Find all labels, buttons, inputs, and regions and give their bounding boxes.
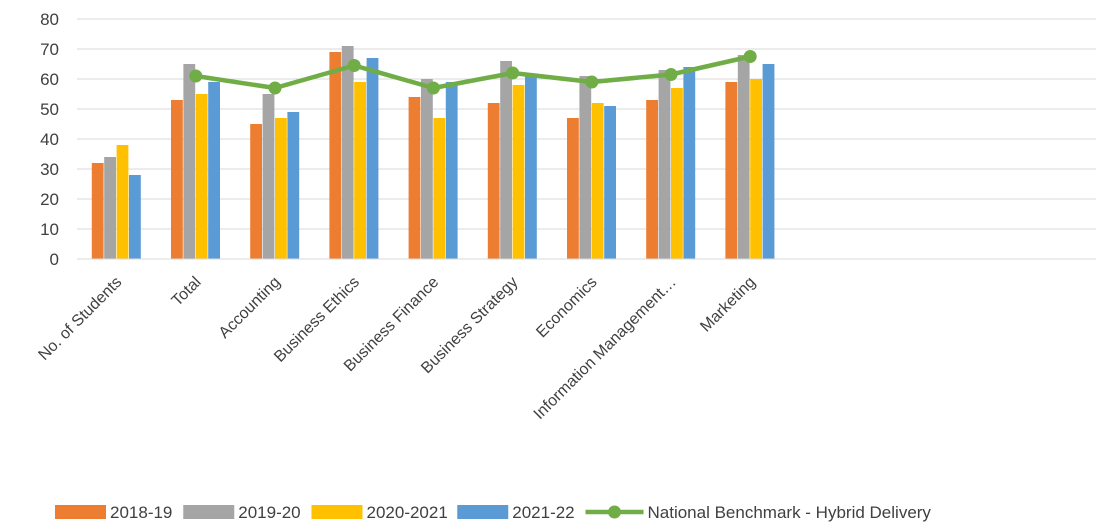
x-category-label: Total xyxy=(169,274,205,310)
bar-2019-20 xyxy=(579,76,592,259)
bar-2021-22 xyxy=(129,175,141,259)
bar-2018-19 xyxy=(250,124,262,259)
legend-label: 2019-20 xyxy=(238,503,300,522)
bar-2018-19 xyxy=(487,103,500,259)
bar-2018-19 xyxy=(91,163,104,259)
x-category-label: Accounting xyxy=(216,274,284,342)
bar-2019-20 xyxy=(737,55,750,259)
benchmark-line-series xyxy=(189,50,757,95)
bar-2019-20 xyxy=(500,61,512,259)
benchmark-point xyxy=(426,81,440,95)
bar-2020-2021 xyxy=(750,79,762,259)
benchmark-point xyxy=(664,68,678,81)
bar-2018-19 xyxy=(329,52,342,259)
bar-2019-20 xyxy=(262,94,275,259)
x-category-label: No. of Students xyxy=(35,274,125,364)
benchmark-point xyxy=(743,50,757,63)
y-axis-tick-labels: 0 10 20 30 40 50 60 70 80 xyxy=(40,10,59,269)
bar-series xyxy=(91,46,775,259)
legend-swatch xyxy=(311,505,363,519)
benchmark-point xyxy=(347,59,361,72)
bar-2020-2021 xyxy=(275,118,287,259)
benchmark-point xyxy=(268,81,282,95)
benchmark-line xyxy=(195,54,751,91)
bar-2020-2021 xyxy=(671,88,683,259)
bar-2018-19 xyxy=(171,100,183,259)
bar-2020-2021 xyxy=(591,103,604,259)
bar-2021-22 xyxy=(762,64,775,259)
bar-2019-20 xyxy=(104,157,116,259)
x-category-label: Business Ethics xyxy=(271,274,363,366)
bar-2021-22 xyxy=(366,58,379,259)
bar-2018-19 xyxy=(725,82,738,259)
benchmark-point xyxy=(506,66,520,80)
bar-2019-20 xyxy=(421,79,433,259)
bar-2020-2021 xyxy=(195,94,208,259)
bar-2021-22 xyxy=(287,112,300,259)
y-tick-label: 10 xyxy=(40,220,59,239)
bar-2021-22 xyxy=(683,67,696,259)
bar-2020-2021 xyxy=(512,85,525,259)
bar-2021-22 xyxy=(208,82,220,259)
legend-swatch xyxy=(457,505,509,519)
bar-2020-2021 xyxy=(116,145,129,259)
legend-swatch-marker xyxy=(608,505,621,519)
bar-2020-2021 xyxy=(354,82,366,259)
legend-label: National Benchmark - Hybrid Delivery xyxy=(648,503,932,522)
legend-swatch xyxy=(55,505,106,519)
bar-2020-2021 xyxy=(433,118,446,259)
benchmark-point xyxy=(585,75,599,89)
y-tick-label: 60 xyxy=(40,70,59,89)
bar-2018-19 xyxy=(567,118,579,259)
y-tick-label: 80 xyxy=(40,10,59,29)
legend: 2018-19 2019-20 2020-2021 2021-22 National B… xyxy=(55,503,931,522)
bar-2018-19 xyxy=(646,100,658,259)
y-tick-label: 40 xyxy=(40,130,59,149)
y-tick-label: 0 xyxy=(50,250,59,269)
y-tick-label: 70 xyxy=(40,40,59,59)
x-category-label: Marketing xyxy=(697,274,759,336)
legend-label: 2018-19 xyxy=(110,503,172,522)
y-tick-label: 20 xyxy=(40,190,59,209)
bar-2019-20 xyxy=(658,70,671,259)
y-tick-label: 30 xyxy=(40,160,59,179)
benchmark-point xyxy=(189,69,203,83)
bar-2018-19 xyxy=(408,97,421,259)
legend-swatch xyxy=(183,505,235,519)
bar-2021-22 xyxy=(604,106,616,259)
bar-2021-22 xyxy=(525,76,537,259)
y-tick-label: 50 xyxy=(40,100,59,119)
legend-label: 2021-22 xyxy=(512,503,574,522)
x-category-label: Information Management… xyxy=(531,274,680,423)
bar-2021-22 xyxy=(445,82,458,259)
legend-label: 2020-2021 xyxy=(367,503,448,522)
bar-2019-20 xyxy=(341,46,354,259)
bar-2019-20 xyxy=(183,64,196,259)
x-category-label: Economics xyxy=(533,274,600,341)
